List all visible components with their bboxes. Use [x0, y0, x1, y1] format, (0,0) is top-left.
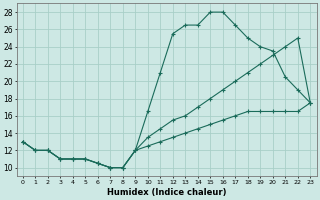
X-axis label: Humidex (Indice chaleur): Humidex (Indice chaleur): [107, 188, 226, 197]
